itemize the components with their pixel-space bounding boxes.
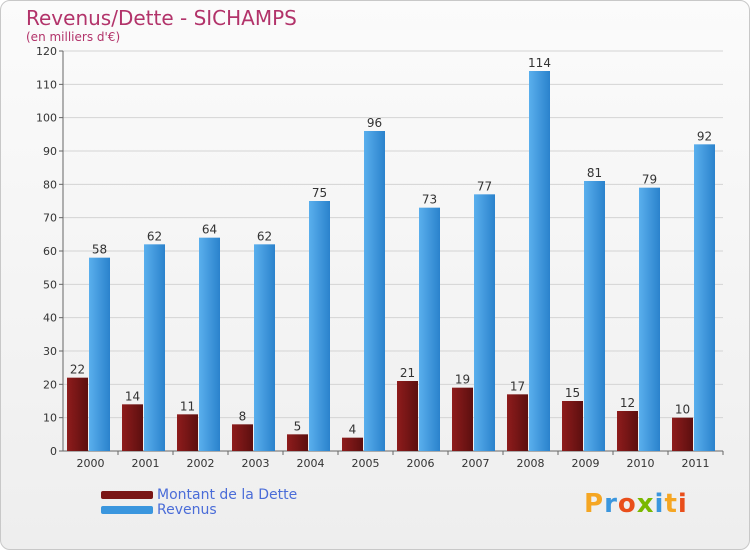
data-label-revenus: 75 (312, 186, 327, 200)
bar-dette (232, 424, 253, 451)
data-label-dette: 14 (125, 389, 140, 403)
bar-dette (67, 377, 88, 451)
bar-dette (122, 404, 143, 451)
bar-revenus (694, 144, 715, 452)
logo-letter: x (636, 489, 655, 519)
data-label-dette: 8 (239, 409, 247, 423)
data-label-dette: 4 (349, 423, 357, 437)
legend-label-revenus: Revenus (157, 501, 217, 518)
bar-dette (617, 411, 638, 451)
y-tick-label: 100 (36, 112, 57, 125)
data-label-dette: 12 (620, 396, 635, 410)
bar-dette (672, 417, 693, 451)
data-label-revenus: 73 (422, 193, 437, 207)
data-label-revenus: 92 (697, 129, 712, 143)
data-label-revenus: 64 (202, 223, 217, 237)
x-tick-label: 2009 (572, 457, 600, 470)
y-tick-label: 30 (43, 345, 57, 358)
legend-swatch-revenus (101, 505, 153, 514)
legend: Montant de la Dette Revenus (101, 486, 298, 518)
bar-revenus (584, 181, 605, 451)
legend-swatch-dette (101, 490, 153, 499)
x-tick-label: 2002 (187, 457, 215, 470)
y-tick-label: 0 (50, 445, 57, 458)
bar-revenus (639, 187, 660, 451)
x-tick-label: 2006 (407, 457, 435, 470)
y-tick-label: 10 (43, 412, 57, 425)
bar-revenus (309, 201, 330, 451)
data-label-dette: 5 (294, 419, 302, 433)
data-label-revenus: 62 (257, 229, 272, 243)
y-tick-label: 40 (43, 312, 57, 325)
x-tick-label: 2005 (352, 457, 380, 470)
logo-letter: P (584, 489, 605, 519)
data-label-revenus: 96 (367, 116, 382, 130)
data-label-dette: 15 (565, 386, 580, 400)
bar-revenus (254, 244, 275, 451)
data-label-dette: 19 (455, 373, 470, 387)
data-label-revenus: 62 (147, 229, 162, 243)
y-tick-label: 120 (36, 45, 57, 58)
x-tick-label: 2008 (517, 457, 545, 470)
y-tick-label: 50 (43, 278, 57, 291)
logo-letter: t (664, 489, 678, 519)
data-label-dette: 11 (180, 399, 195, 413)
logo-letter: i (677, 489, 688, 519)
data-label-revenus: 77 (477, 179, 492, 193)
chart-subtitle: (en milliers d'€) (26, 30, 121, 44)
x-tick-label: 2004 (297, 457, 325, 470)
bar-dette (452, 387, 473, 451)
bar-revenus (419, 207, 440, 451)
data-label-dette: 22 (70, 363, 85, 377)
bar-revenus (199, 237, 220, 451)
x-tick-label: 2001 (132, 457, 160, 470)
bar-revenus (529, 71, 550, 451)
data-label-revenus: 81 (587, 166, 602, 180)
data-label-revenus: 114 (528, 56, 551, 70)
chart-title: Revenus/Dette - SICHAMPS (26, 6, 297, 30)
legend-item-revenus: Revenus (101, 501, 297, 518)
legend-item-dette: Montant de la Dette (101, 486, 298, 503)
y-tick-label: 60 (43, 245, 57, 258)
bar-dette (287, 434, 308, 451)
y-tick-label: 80 (43, 178, 57, 191)
proxiti-logo: Proxiti (584, 489, 688, 519)
bar-revenus (144, 244, 165, 451)
x-tick-label: 2010 (627, 457, 655, 470)
bar-revenus (89, 257, 110, 451)
logo-letter: o (617, 489, 637, 519)
bar-dette (562, 401, 583, 451)
data-label-dette: 10 (675, 403, 690, 417)
data-label-revenus: 79 (642, 173, 657, 187)
x-tick-label: 2007 (462, 457, 490, 470)
data-label-dette: 21 (400, 366, 415, 380)
data-label-revenus: 58 (92, 243, 107, 257)
x-tick-label: 2011 (682, 457, 710, 470)
bar-dette (177, 414, 198, 451)
bar-dette (507, 394, 528, 451)
x-tick-label: 2000 (77, 457, 105, 470)
data-label-dette: 17 (510, 379, 525, 393)
logo-letter: i (654, 489, 665, 519)
x-tick-label: 2003 (242, 457, 270, 470)
y-tick-label: 20 (43, 378, 57, 391)
legend-label-dette: Montant de la Dette (157, 486, 298, 503)
bar-dette (342, 437, 363, 451)
y-tick-label: 90 (43, 145, 57, 158)
bar-revenus (364, 131, 385, 451)
y-tick-label: 70 (43, 212, 57, 225)
logo-letter: r (604, 489, 618, 519)
bar-dette (397, 381, 418, 451)
bar-revenus (474, 194, 495, 452)
y-tick-label: 110 (36, 78, 57, 91)
